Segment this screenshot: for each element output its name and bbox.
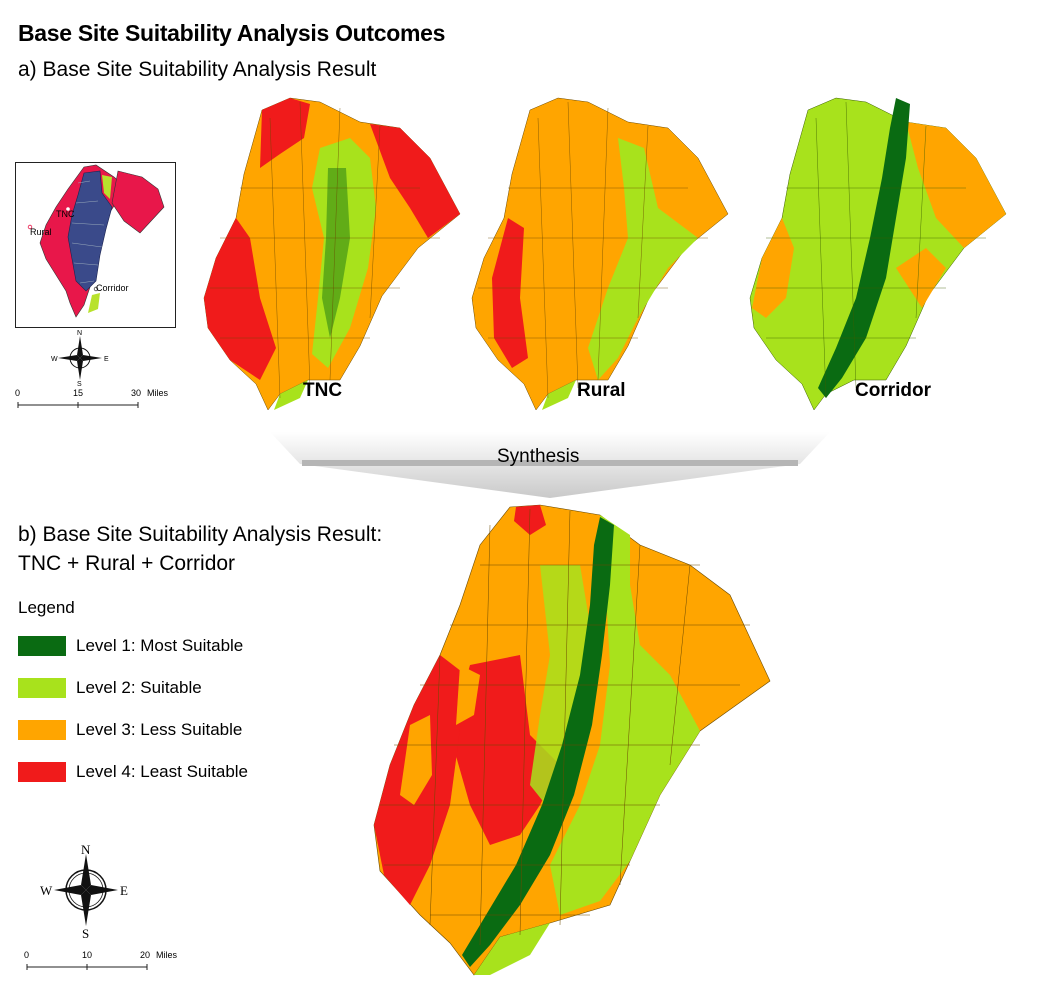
compass-large-e: E (120, 883, 128, 898)
scale-small-unit: Miles (147, 388, 169, 398)
legend-swatch-level-2 (18, 678, 66, 698)
inset-label-rural: Rural (30, 227, 52, 237)
legend-label-level-1: Level 1: Most Suitable (76, 636, 244, 655)
compass-small-e: E (104, 356, 109, 363)
compass-large-s: S (82, 926, 89, 941)
scale-bar-large: 0 10 20 Miles (24, 950, 204, 976)
scale-large-10: 10 (82, 950, 93, 960)
map-rural (471, 97, 729, 411)
scale-bar-small: 0 15 30 Miles (15, 388, 175, 410)
scale-large-line (26, 964, 148, 970)
scale-small-0: 0 (15, 388, 21, 398)
scale-large-0: 0 (24, 950, 30, 960)
inset-map: TNC Rural Corridor (15, 162, 176, 328)
compass-large-north-icon (81, 854, 91, 890)
legend-label-level-3: Level 3: Less Suitable (76, 720, 243, 739)
compass-large: N S W E (40, 842, 128, 941)
legend-label-level-4: Level 4: Least Suitable (76, 762, 249, 781)
inset-label-corridor: Corridor (96, 283, 129, 293)
scale-small-line (17, 402, 139, 408)
legend-title: Legend (18, 598, 75, 617)
inset-map-graphic: TNC Rural Corridor (27, 164, 165, 318)
compass-large-n: N (81, 842, 91, 857)
map-tnc (203, 97, 461, 411)
compass-small-s: S (77, 381, 82, 388)
compass-small-north-icon (77, 336, 83, 358)
legend-swatch-level-1 (18, 636, 66, 656)
section-b-heading-line1: b) Base Site Suitability Analysis Result… (18, 523, 383, 546)
inset-label-tnc: TNC (56, 209, 75, 219)
scale-large-unit: Miles (156, 950, 178, 960)
scale-large-20: 20 (140, 950, 151, 960)
section-b-heading-line2: TNC + Rural + Corridor (18, 552, 236, 575)
synthesis-label: Synthesis (497, 446, 580, 467)
compass-large-w: W (40, 883, 53, 898)
map-label-corridor: Corridor (855, 380, 931, 401)
scale-small-30: 30 (131, 388, 142, 398)
map-label-rural: Rural (577, 380, 626, 401)
scale-small-15: 15 (73, 388, 84, 398)
synthesis-arrow (270, 432, 830, 498)
map-label-tnc: TNC (303, 380, 343, 401)
legend-swatch-level-3 (18, 720, 66, 740)
map-combined (373, 504, 771, 976)
section-a-heading: a) Base Site Suitability Analysis Result (18, 58, 377, 81)
compass-small-n: N (77, 330, 82, 337)
legend-swatch-level-4 (18, 762, 66, 782)
compass-small: N S W E (51, 330, 109, 388)
section-b-heading: b) Base Site Suitability Analysis Result… (18, 520, 448, 578)
legend-label-level-2: Level 2: Suitable (76, 678, 202, 697)
map-corridor (749, 97, 1007, 411)
page-title: Base Site Suitability Analysis Outcomes (18, 20, 446, 46)
compass-small-w: W (51, 356, 58, 363)
